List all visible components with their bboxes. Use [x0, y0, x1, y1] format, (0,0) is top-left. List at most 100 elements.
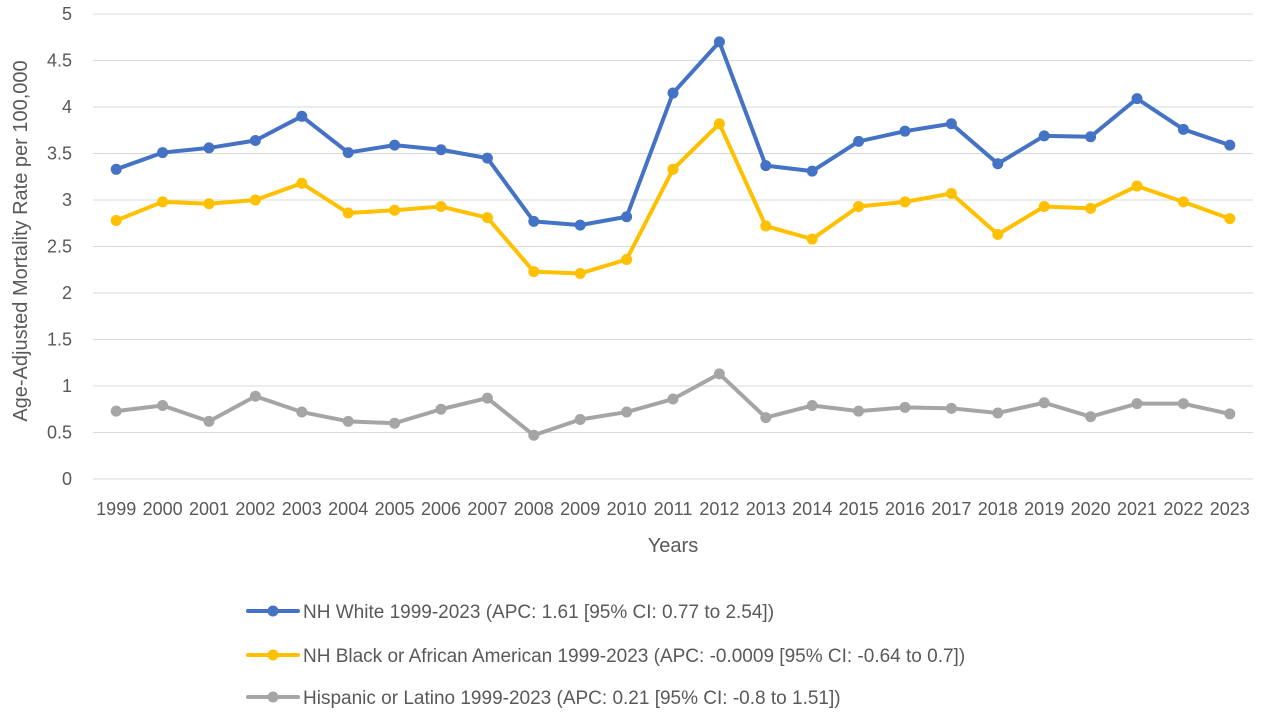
y-tick-label: 2.5	[47, 237, 72, 257]
series-2	[110, 368, 1236, 441]
x-tick-label: 2008	[514, 499, 554, 519]
data-point	[435, 201, 447, 213]
y-tick-label: 5	[62, 4, 72, 24]
data-point	[1038, 201, 1050, 213]
x-tick-label: 2006	[421, 499, 461, 519]
x-tick-label: 2015	[839, 499, 879, 519]
data-point	[1177, 123, 1189, 135]
data-point	[945, 187, 957, 199]
x-tick-label: 2016	[885, 499, 925, 519]
data-point	[481, 212, 493, 224]
data-point	[574, 219, 586, 231]
series-1	[110, 118, 1236, 279]
x-tick-label: 2019	[1024, 499, 1064, 519]
data-point	[667, 163, 679, 175]
x-tick-labels: 1999 2000 2001 2002 2003 2004 2005 2006 2007 2008…	[96, 499, 1250, 519]
x-tick-label: 2022	[1163, 499, 1203, 519]
data-point	[667, 393, 679, 405]
data-point	[621, 254, 633, 266]
data-point	[1085, 131, 1097, 143]
y-tick-label: 1	[62, 376, 72, 396]
data-point	[1085, 411, 1097, 423]
data-point	[249, 390, 261, 402]
data-point	[157, 147, 169, 159]
y-tick-label: 2	[62, 283, 72, 303]
legend-item: NH Black or African American 1999-2023 (…	[246, 646, 965, 667]
data-point	[992, 228, 1004, 240]
data-point	[481, 152, 493, 164]
data-point	[574, 267, 586, 279]
data-point	[760, 160, 772, 172]
data-point	[992, 407, 1004, 419]
data-point	[992, 158, 1004, 170]
data-point	[899, 401, 911, 413]
data-point	[249, 194, 261, 206]
y-axis-title: Age-Adjusted Mortality Rate per 100,000	[10, 60, 32, 421]
y-tick-label: 4.5	[47, 51, 72, 71]
legend-label: NH Black or African American 1999-2023 (…	[303, 646, 965, 667]
data-point	[1224, 408, 1236, 420]
x-tick-label: 2020	[1071, 499, 1111, 519]
x-tick-label: 2014	[792, 499, 832, 519]
data-point	[296, 110, 308, 122]
data-point	[853, 201, 865, 213]
data-point	[667, 87, 679, 99]
data-point	[853, 405, 865, 417]
data-point	[389, 204, 401, 216]
data-point	[110, 163, 122, 175]
data-point	[203, 142, 215, 154]
data-point	[342, 415, 354, 427]
data-point	[481, 392, 493, 404]
series-lines	[110, 36, 1236, 441]
data-point	[899, 196, 911, 208]
gridlines	[93, 13, 1253, 480]
data-point	[1131, 180, 1143, 192]
y-tick-label: 3	[62, 190, 72, 210]
data-point	[110, 405, 122, 417]
data-point	[899, 125, 911, 137]
series-0	[110, 36, 1236, 231]
y-tick-label: 1.5	[47, 330, 72, 350]
data-point	[1038, 130, 1050, 142]
data-point	[296, 177, 308, 189]
data-point	[1038, 397, 1050, 409]
series-line	[114, 371, 1232, 438]
data-point	[1085, 202, 1097, 214]
data-point	[249, 134, 261, 146]
data-point	[853, 135, 865, 147]
series-line	[114, 121, 1232, 276]
data-point	[806, 233, 818, 245]
data-point	[342, 147, 354, 159]
data-point	[528, 266, 540, 278]
data-point	[389, 417, 401, 429]
data-point	[1224, 213, 1236, 225]
x-tick-label: 2013	[746, 499, 786, 519]
data-point	[203, 415, 215, 427]
x-tick-label: 2004	[328, 499, 368, 519]
data-point	[945, 402, 957, 414]
data-point	[528, 215, 540, 227]
x-tick-label: 2009	[560, 499, 600, 519]
data-point	[945, 118, 957, 130]
data-point	[806, 400, 818, 412]
y-tick-label: 4	[62, 97, 72, 117]
x-tick-label: 2000	[143, 499, 183, 519]
data-point	[1131, 398, 1143, 410]
legend-marker	[267, 649, 279, 661]
legend-label: NH White 1999-2023 (APC: 1.61 [95% CI: 0…	[303, 602, 774, 623]
data-point	[574, 413, 586, 425]
data-point	[528, 429, 540, 441]
data-point	[713, 368, 725, 380]
legend-marker	[267, 691, 279, 703]
x-tick-label: 2011	[654, 499, 693, 519]
x-tick-label: 2017	[931, 499, 971, 519]
x-tick-label: 2012	[699, 499, 739, 519]
legend-label: Hispanic or Latino 1999-2023 (APC: 0.21 …	[303, 688, 841, 709]
data-point	[1131, 93, 1143, 105]
data-point	[110, 214, 122, 226]
x-axis-title: Years	[648, 535, 698, 557]
x-tick-label: 2005	[375, 499, 415, 519]
x-tick-label: 2007	[467, 499, 507, 519]
